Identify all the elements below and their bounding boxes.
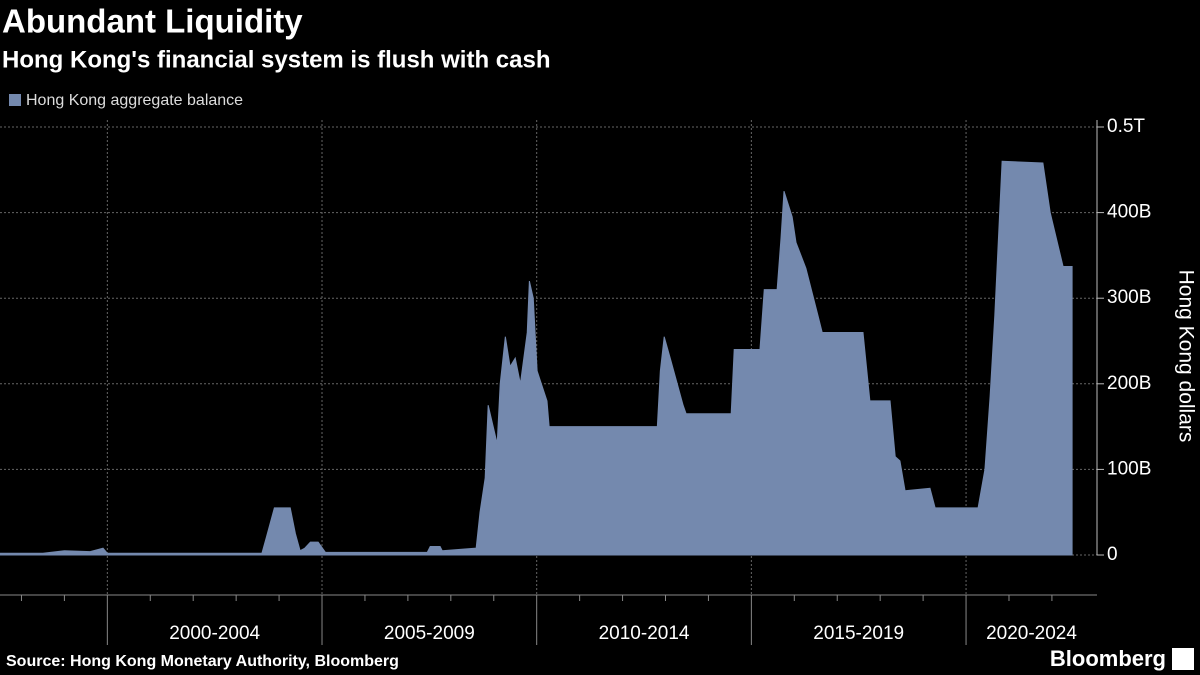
y-tick-label: 0: [1107, 544, 1118, 565]
x-group-label: 2015-2019: [813, 623, 904, 644]
y-tick-label: 200B: [1107, 373, 1151, 394]
chart-title: Abundant Liquidity: [2, 3, 303, 40]
x-group-label: 2010-2014: [599, 623, 690, 644]
y-tick-label: 400B: [1107, 202, 1151, 223]
brand-icon: [1172, 648, 1194, 670]
y-tick-label: 300B: [1107, 287, 1151, 308]
chart-subtitle: Hong Kong's financial system is flush wi…: [2, 46, 550, 73]
y-axis-label: Hong Kong dollars: [1174, 270, 1197, 443]
x-group-label: 2000-2004: [169, 623, 260, 644]
y-tick-label: 0.5T: [1107, 116, 1145, 137]
area: [0, 160, 1073, 556]
brand: Bloomberg: [1050, 646, 1166, 671]
legend-label: Hong Kong aggregate balance: [26, 92, 243, 109]
source: Source: Hong Kong Monetary Authority, Bl…: [6, 653, 399, 670]
y-tick-label: 100B: [1107, 458, 1151, 479]
x-group-label: 2005-2009: [384, 623, 475, 644]
legend-swatch: [9, 94, 21, 106]
x-group-label: 2020-2024: [986, 623, 1077, 644]
